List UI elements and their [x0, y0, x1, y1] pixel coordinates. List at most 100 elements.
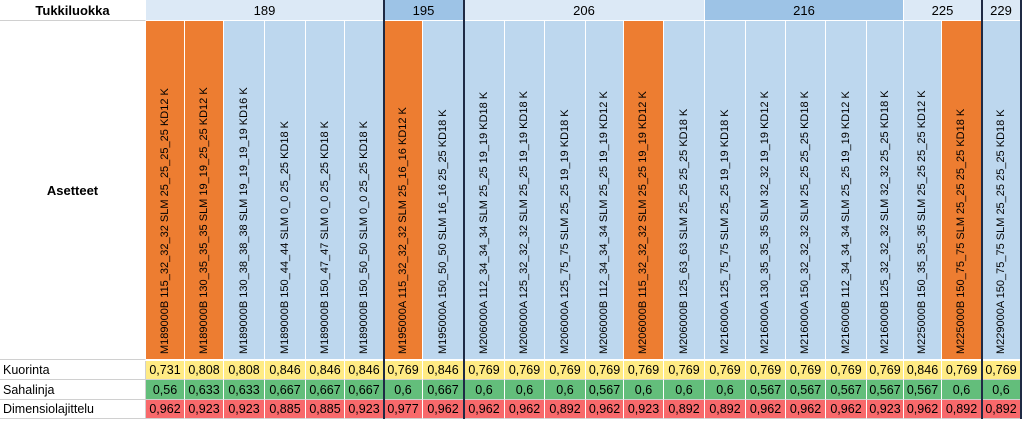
group-header-206: 206: [464, 0, 705, 21]
table-cell: 0,846: [423, 361, 464, 380]
column-header: M189000B 130_35_35_35 SLM 19_19_25_25 KD…: [185, 21, 224, 360]
column-header: M216000B 125_32_32_32 SLM 32_32 25_25 KD…: [867, 21, 904, 360]
table-cell: 0,56: [146, 380, 185, 400]
table-cell: 0,962: [746, 400, 786, 419]
table-cell: 0,6: [942, 380, 982, 400]
column-header-label: M195000A 150_50_50 SLM 16_16 25_25 KD18 …: [436, 109, 449, 354]
table-cell: 0,769: [942, 361, 982, 380]
table-cell: 0,567: [867, 380, 904, 400]
table-cell: 0,6: [624, 380, 664, 400]
table-cell: 0,769: [505, 361, 545, 380]
table-cell: 0,6: [705, 380, 746, 400]
table-cell: 0,769: [705, 361, 746, 380]
table-cell: 0,923: [867, 400, 904, 419]
column-header: M189000B 150_47_47 SLM 0_0 25_25 KD18 K: [306, 21, 345, 360]
table-cell: 0,892: [705, 400, 746, 419]
table-cell: 0,885: [265, 400, 306, 419]
column-header: M206000A 112_34_34_34 SLM 25_25 19_19 KD…: [464, 21, 505, 360]
column-header: M225000B 150_75_75 SLM 25_25 25_25 KD18 …: [942, 21, 982, 360]
table-cell: 0,6: [464, 380, 505, 400]
group-separator-line: [981, 0, 983, 419]
column-header-label: M225000B 150_75_75 SLM 25_25 25_25 KD18 …: [955, 108, 967, 354]
column-header: M216000A 125_75_75 SLM 25_25 19_19 KD18 …: [705, 21, 746, 360]
group-header-189: 189: [146, 0, 384, 21]
row-label: Kuorinta: [0, 361, 146, 380]
table-cell: 0,769: [982, 361, 1021, 380]
table-cell: 0,667: [423, 380, 464, 400]
table-cell: 0,769: [867, 361, 904, 380]
group-header-225: 225: [904, 0, 982, 21]
table-cell: 0,846: [306, 361, 345, 380]
table-cell: 0,633: [185, 380, 224, 400]
column-header: M206000B 125_63_63 SLM 25_25 25_25 KD18 …: [664, 21, 705, 360]
group-header-195: 195: [384, 0, 464, 21]
table-cell: 0,923: [345, 400, 384, 419]
column-header-label: M189000B 150_44_44 SLM 0_0 25_25 KD18 K: [278, 120, 291, 354]
table-cell: 0,962: [423, 400, 464, 419]
column-header: M189000B 115_32_32_32 SLM 25_25_25_25 KD…: [146, 21, 185, 360]
group-header-229: 229: [982, 0, 1021, 21]
column-header-label: M216000B 112_34_34_34 SLM 25_25 19_19 KD…: [839, 91, 852, 354]
column-header-label: M189000B 115_32_32_32 SLM 25_25_25_25 KD…: [158, 88, 171, 354]
table-cell: 0,769: [464, 361, 505, 380]
column-header-label: M216000A 130_35_35_35 SLM 32_32 19_19 KD…: [759, 91, 771, 354]
column-header: M206000B 112_34_34_34 SLM 25_25 19_19 KD…: [586, 21, 624, 360]
column-header: M229000A 150_75_75 SLM 25_25 25_25 KD18 …: [982, 21, 1021, 360]
table-cell: 0,846: [345, 361, 384, 380]
column-header-label: M206000A 125_32_32_32 SLM 25_25 19_19 KD…: [518, 91, 530, 354]
table-cell: 0,962: [786, 400, 826, 419]
table-cell: 0,567: [586, 380, 624, 400]
table-cell: 0,769: [586, 361, 624, 380]
column-header-label: M206000B 115_32_32_32 SLM 25_25 19_19 KD…: [637, 91, 649, 354]
table-cell: 0,6: [505, 380, 545, 400]
table-cell: 0,667: [265, 380, 306, 400]
column-header-label: M216000A 125_75_75 SLM 25_25 19_19 KD18 …: [718, 109, 731, 354]
table-cell: 0,6: [982, 380, 1021, 400]
column-header-label: M189000B 150_47_47 SLM 0_0 25_25 KD18 K: [318, 120, 331, 354]
group-separator-line: [1020, 0, 1022, 419]
column-header-label: M216000A 150_32_32_32 SLM 25_25 25_25 KD…: [799, 91, 811, 354]
table-cell: 0,633: [224, 380, 265, 400]
column-header-label: M206000A 125_75_75 SLM 25_25 19_19 KD18 …: [558, 109, 571, 354]
table-cell: 0,769: [664, 361, 705, 380]
table-cell: 0,769: [826, 361, 867, 380]
column-header-label: M206000B 112_34_34_34 SLM 25_25 19_19 KD…: [598, 91, 610, 354]
column-header: M189000B 150_50_50 SLM 0_0 25_25 KD18 K: [345, 21, 384, 360]
column-header-label: M195000A 115_32_32_32 SLM 25_16_16 KD12 …: [396, 107, 409, 354]
row-label: Dimensiolajittelu: [0, 400, 146, 419]
column-header-label: M216000B 125_32_32_32 SLM 32_32 25_25 KD…: [878, 90, 891, 354]
settings-label: Asetteet: [46, 182, 99, 198]
table-cell: 0,892: [942, 400, 982, 419]
header-tukkiluokka: Tukkiluokka: [0, 0, 146, 21]
table-cell: 0,667: [306, 380, 345, 400]
column-header: M189000B 150_44_44 SLM 0_0 25_25 KD18 K: [265, 21, 306, 360]
table-cell: 0,846: [265, 361, 306, 380]
table-cell: 0,567: [786, 380, 826, 400]
column-header: M195000A 150_50_50 SLM 16_16 25_25 KD18 …: [423, 21, 464, 360]
table-cell: 0,892: [982, 400, 1021, 419]
group-header-216: 216: [705, 0, 904, 21]
column-header: M225000B 150_35_35_35 SLM 25_25 25_25 KD…: [904, 21, 942, 360]
column-header-label: M189000B 130_35_35_35 SLM 19_19_25_25 KD…: [197, 87, 210, 354]
column-header: M216000A 130_35_35_35 SLM 32_32 19_19 KD…: [746, 21, 786, 360]
table-cell: 0,962: [904, 400, 942, 419]
column-header-label: M189000B 150_50_50 SLM 0_0 25_25 KD18 K: [357, 120, 370, 354]
table-cell: 0,892: [664, 400, 705, 419]
column-header: M216000A 150_32_32_32 SLM 25_25 25_25 KD…: [786, 21, 826, 360]
table-cell: 0,769: [384, 361, 423, 380]
table-cell: 0,769: [545, 361, 586, 380]
table-cell: 0,567: [904, 380, 942, 400]
header-label: Tukkiluokka: [35, 2, 110, 18]
table-cell: 0,923: [624, 400, 664, 419]
table-cell: 0,6: [664, 380, 705, 400]
table-cell: 0,846: [904, 361, 942, 380]
column-header-label: M206000B 125_63_63 SLM 25_25 25_25 KD18 …: [677, 108, 690, 354]
table-cell: 0,6: [384, 380, 423, 400]
table-cell: 0,962: [826, 400, 867, 419]
table-cell: 0,6: [545, 380, 586, 400]
column-header: M206000A 125_75_75 SLM 25_25 19_19 KD18 …: [545, 21, 586, 360]
column-header-label: M189000B 130_38_38_38 SLM 19_19_19_19 KD…: [237, 87, 250, 354]
table-cell: 0,667: [345, 380, 384, 400]
table-cell: 0,808: [224, 361, 265, 380]
